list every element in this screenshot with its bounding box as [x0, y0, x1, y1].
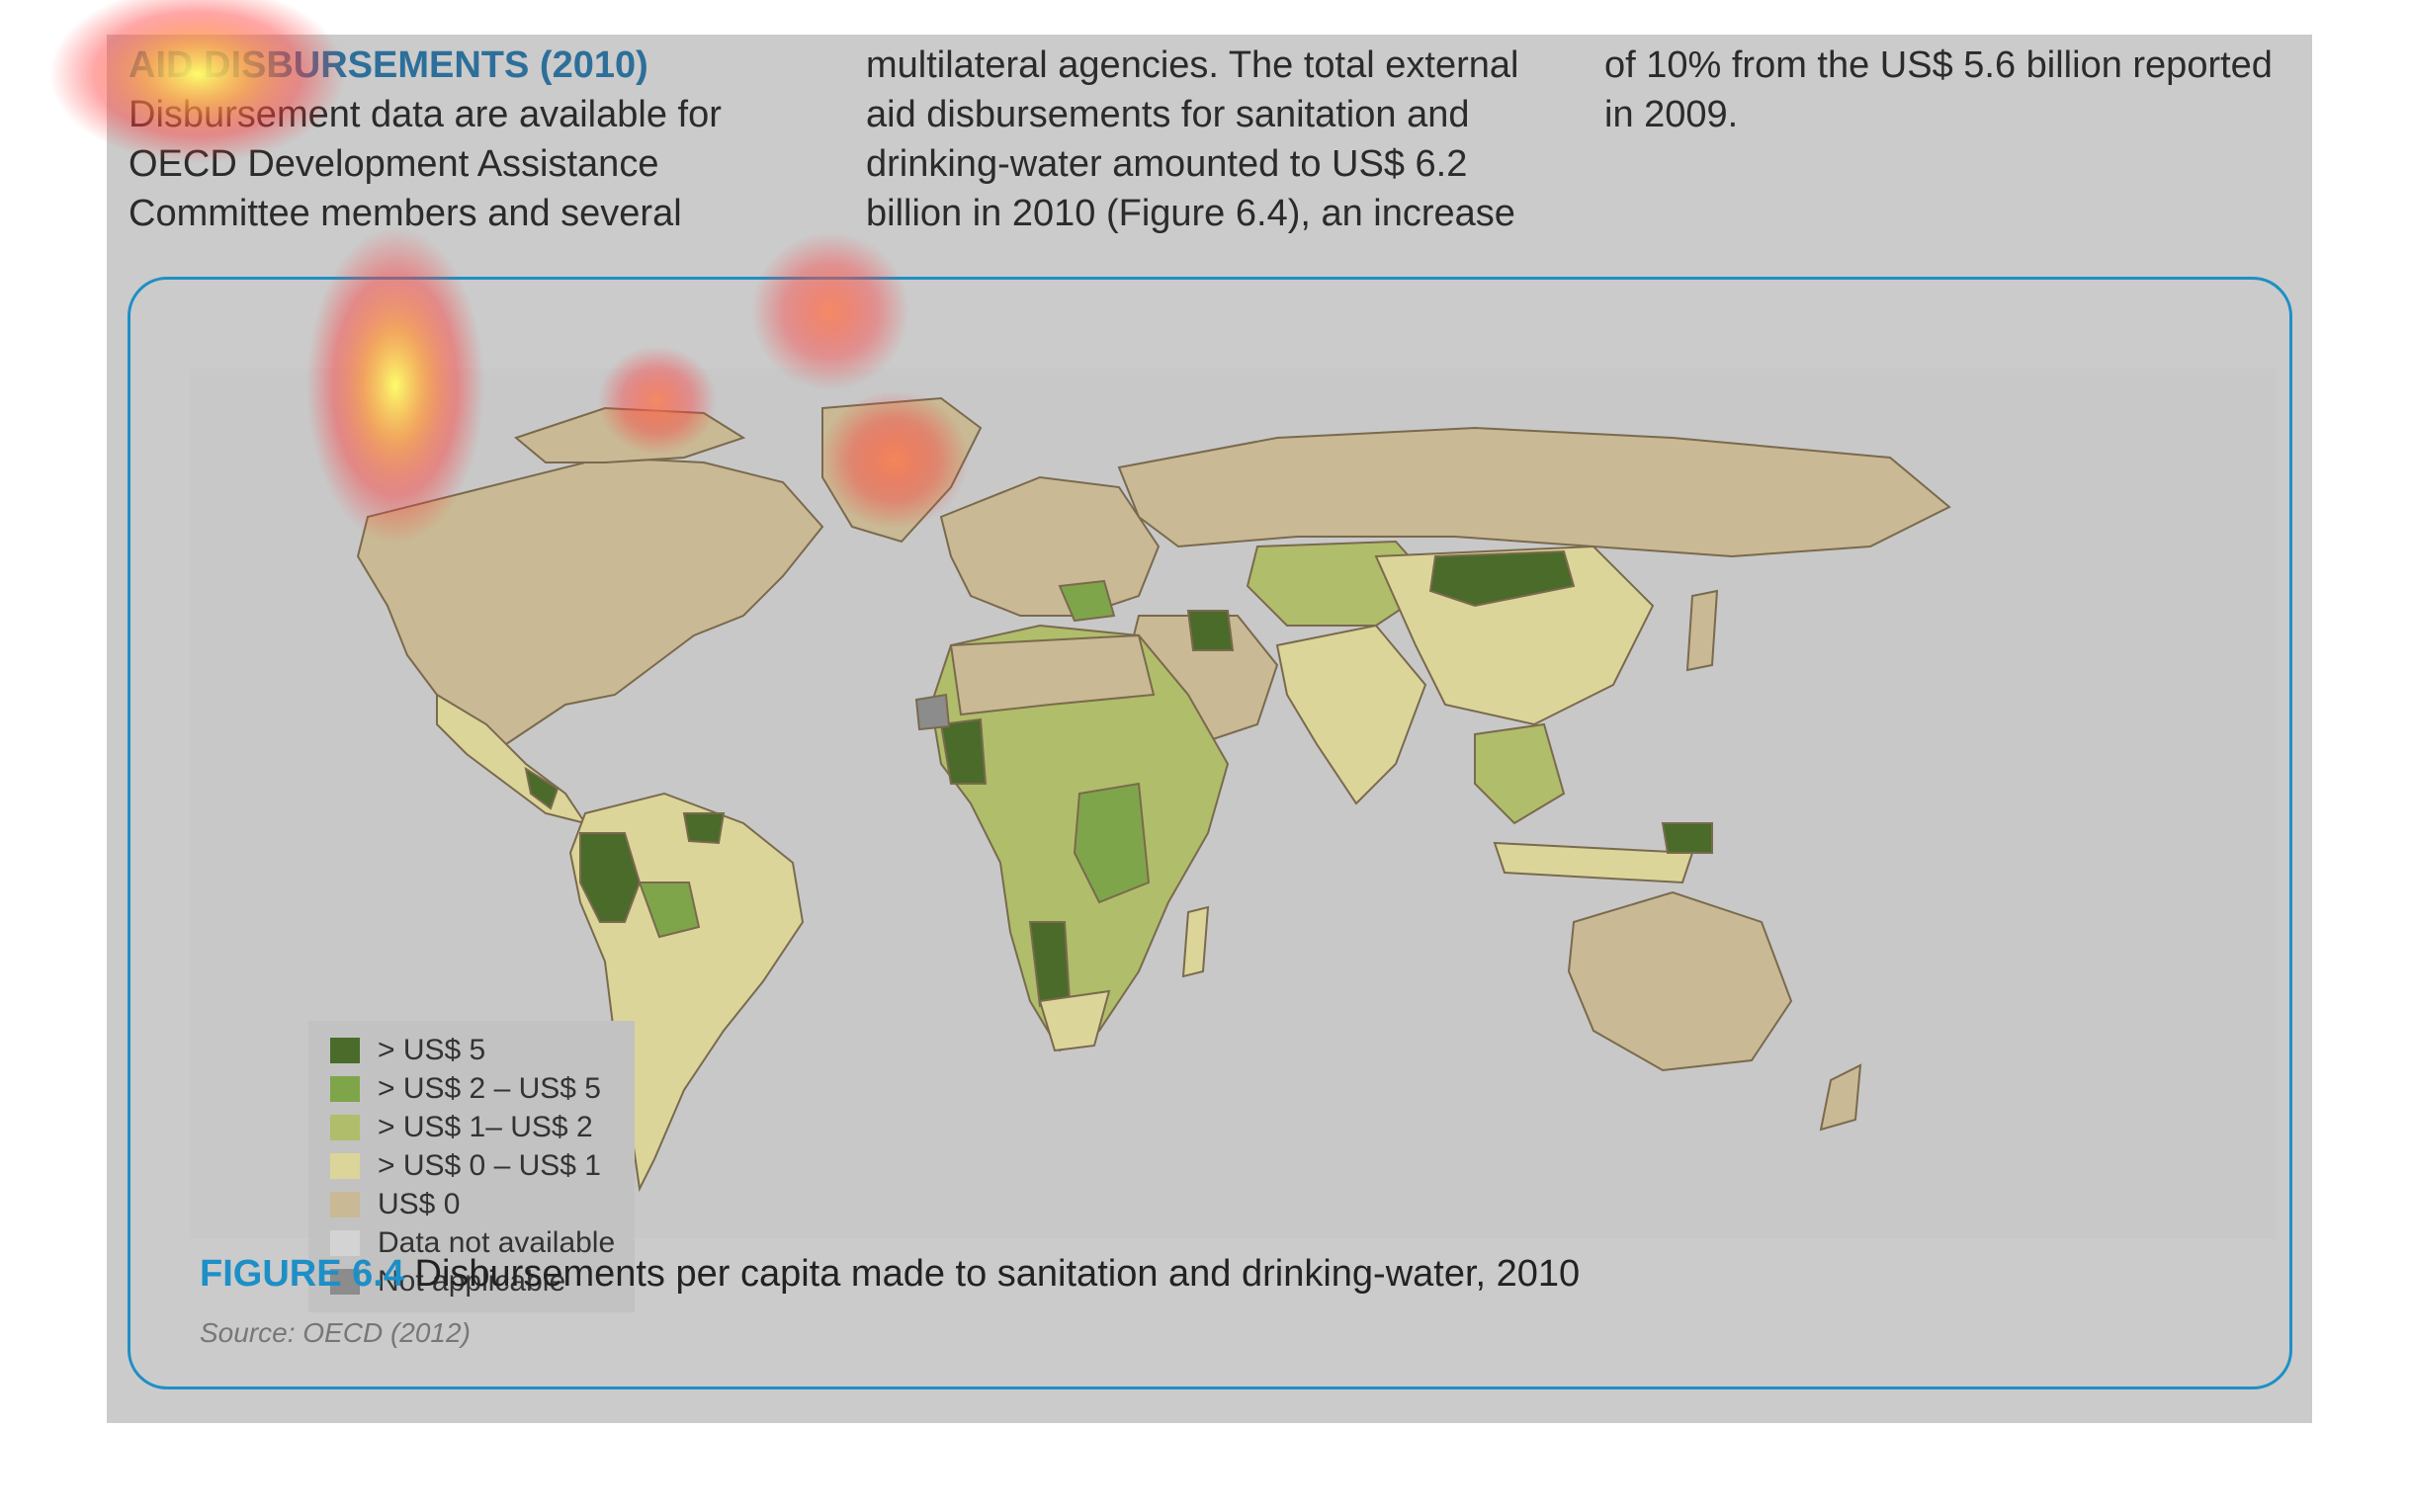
- north-africa: [949, 633, 1156, 716]
- document-page: AID DISBURSEMENTS (2010) Disbursement da…: [107, 35, 2312, 1423]
- madagascar: [1181, 905, 1210, 978]
- world-map: > US$ 5 > US$ 2 – US$ 5 > US$ 1– US$ 2 >…: [190, 369, 2276, 1312]
- legend-item: US$ 0: [330, 1187, 460, 1222]
- figure-source: Source: OECD (2012): [200, 1317, 471, 1348]
- south-asia: [1275, 624, 1427, 805]
- bolivia: [638, 882, 701, 939]
- body-text: multilateral agencies. The total externa…: [866, 44, 1519, 234]
- east-africa: [1073, 782, 1151, 904]
- legend-item: Data not available: [330, 1225, 615, 1261]
- japan: [1685, 589, 1719, 672]
- body-text: Disbursement data are available for OECD…: [129, 94, 722, 234]
- legend-item: > US$ 1– US$ 2: [330, 1110, 593, 1145]
- section-title: AID DISBURSEMENTS (2010): [129, 44, 648, 86]
- south-america-andes-high: [579, 832, 642, 923]
- central-america-high: [524, 766, 559, 810]
- papua-new-guinea: [1661, 822, 1713, 854]
- iraq: [1186, 610, 1235, 651]
- legend-item: > US$ 0 – US$ 1: [330, 1148, 601, 1184]
- arctic-islands: [513, 406, 746, 463]
- guyana: [682, 812, 726, 845]
- legend-item: Not applicable: [330, 1264, 565, 1300]
- mongolia: [1428, 549, 1576, 608]
- western-sahara: [914, 693, 951, 731]
- australia: [1567, 890, 1793, 1072]
- body-text: of 10% from the US$ 5.6 billion reported…: [1604, 44, 2273, 135]
- legend-swatch: [330, 1192, 360, 1218]
- legend-swatch: [330, 1230, 360, 1256]
- figure-label: FIGURE 6.4: [200, 1253, 404, 1295]
- europe: [939, 475, 1161, 617]
- legend-swatch: [330, 1115, 360, 1140]
- russia: [1117, 426, 1951, 558]
- legend-item: > US$ 2 – US$ 5: [330, 1071, 601, 1107]
- southeast-asia: [1474, 722, 1566, 825]
- indonesia: [1493, 841, 1694, 884]
- figure-caption: FIGURE 6.4 Disbursements per capita made…: [200, 1253, 1580, 1296]
- figure-frame: > US$ 5 > US$ 2 – US$ 5 > US$ 1– US$ 2 >…: [128, 277, 2292, 1389]
- legend-swatch: [330, 1153, 360, 1179]
- text-column-2: multilateral agencies. The total externa…: [866, 41, 1538, 238]
- legend-swatch: [330, 1269, 360, 1295]
- southern-africa: [1038, 989, 1111, 1052]
- north-america-landmass: [356, 456, 824, 746]
- west-africa-high: [939, 717, 988, 785]
- text-column-3: of 10% from the US$ 5.6 billion reported…: [1604, 41, 2296, 139]
- figure-caption-text: Disbursements per capita made to sanitat…: [414, 1253, 1581, 1295]
- legend-item: > US$ 5: [330, 1033, 485, 1068]
- legend-swatch: [330, 1038, 360, 1063]
- text-column-1: AID DISBURSEMENTS (2010) Disbursement da…: [129, 41, 801, 238]
- legend-swatch: [330, 1076, 360, 1102]
- new-zealand: [1819, 1063, 1862, 1132]
- balkans: [1058, 579, 1116, 623]
- map-legend: > US$ 5 > US$ 2 – US$ 5 > US$ 1– US$ 2 >…: [308, 1021, 635, 1312]
